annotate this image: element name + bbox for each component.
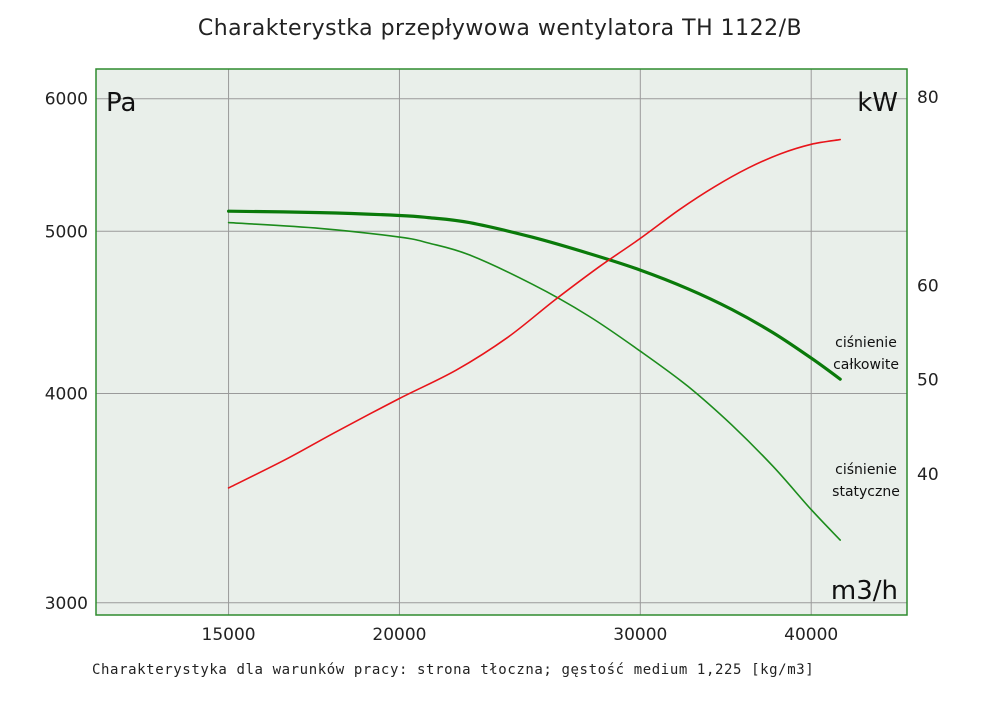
chart-footer: Charakterystyka dla warunków pracy: stro…	[92, 662, 815, 678]
y-left-tick-label: 5000	[45, 222, 88, 242]
x-tick-label: 40000	[784, 625, 838, 645]
y-left-unit-label: Pa	[106, 88, 136, 118]
annotation-static-pressure-line1: ciśnienie	[835, 462, 897, 478]
y-right-tick-label: 40	[917, 465, 939, 485]
y-right-tick-label: 80	[917, 88, 939, 108]
y-left-tick-label: 6000	[45, 90, 88, 110]
series-static-pressure	[227, 221, 841, 541]
plot-frame	[95, 68, 908, 616]
y-right-tick-label: 50	[917, 371, 939, 391]
y-right-unit-label: kW	[857, 88, 898, 118]
annotation-total-pressure-line1: ciśnienie	[835, 335, 897, 351]
series-total-pressure	[227, 209, 842, 381]
grid	[96, 69, 907, 615]
series-power	[227, 138, 841, 489]
y-left-tick-label: 3000	[45, 594, 88, 614]
y-right-tick-label: 60	[917, 277, 939, 297]
x-tick-label: 15000	[202, 625, 256, 645]
tick-labels: 15000 20000 30000 40000 3000 4000 5000 6000 40 50…	[45, 88, 939, 645]
x-tick-label: 30000	[613, 625, 667, 645]
y-left-tick-label: 4000	[45, 385, 88, 405]
x-tick-label: 20000	[372, 625, 426, 645]
annotation-static-pressure-line2: statyczne	[832, 484, 900, 500]
series-layer	[227, 138, 842, 541]
x-unit-label: m3/h	[831, 576, 898, 606]
chart-title: Charakterystka przepływowa wentylatora T…	[197, 16, 803, 41]
annotation-total-pressure-line2: całkowite	[833, 357, 899, 373]
